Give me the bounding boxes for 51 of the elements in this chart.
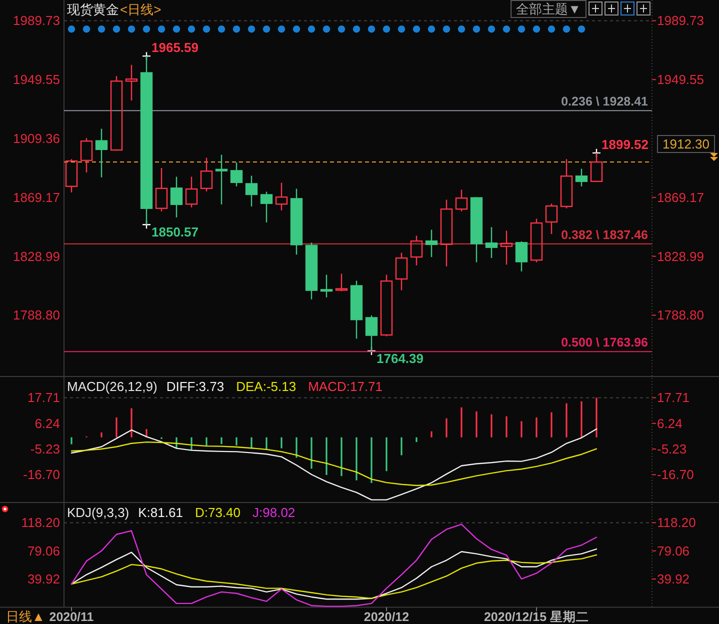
- text: DEA:-5.13: [236, 379, 296, 394]
- y2-tick-label: 1989.73: [657, 13, 704, 28]
- line-series: [70, 428, 598, 500]
- ref-line-label: 0.236 \ 1928.41: [561, 94, 648, 109]
- y2-tick-label: 17.71: [657, 390, 690, 406]
- annotation: 1850.57: [152, 224, 198, 240]
- chart-subtitle: <日线>: [120, 2, 162, 17]
- y-tick-label: 118.20: [21, 515, 60, 530]
- annotation: 1764.39: [376, 350, 424, 366]
- text: D:73.40: [194, 505, 241, 520]
- ref-line-label: 0.382 \ 1837.46: [561, 228, 648, 242]
- y-tick-label: 79.06: [27, 543, 60, 558]
- y2-tick-label: -5.23: [657, 442, 687, 457]
- text: K:81.61: [138, 505, 183, 520]
- ref-line-label: 0.500 \ 1763.96: [561, 336, 648, 350]
- line-series: [70, 441, 598, 486]
- text: 日线▲: [6, 609, 45, 624]
- text: J:98.02: [252, 505, 296, 520]
- y2-tick-label: 118.20: [657, 515, 696, 530]
- text: 全部主题▼: [516, 2, 581, 16]
- annotation: 1899.52: [602, 136, 648, 152]
- y-tick-label: 17.71: [27, 390, 60, 406]
- y-tick-label: -16.70: [23, 467, 60, 482]
- y-tick-label: 1869.17: [13, 190, 60, 205]
- text: DIFF:3.73: [166, 379, 224, 394]
- y-tick-label: 1909.36: [13, 130, 60, 146]
- line-series: [70, 524, 598, 607]
- y-tick-label: 1989.73: [13, 13, 60, 28]
- y2-tick-label: 39.92: [657, 572, 690, 587]
- y-tick-label: -5.23: [30, 442, 60, 457]
- chart-title: 现货黄金: [67, 2, 119, 17]
- y2-tick-label: 1949.55: [657, 72, 704, 88]
- y-tick-label: 1949.55: [13, 72, 60, 88]
- y2-tick-label: 1788.80: [657, 308, 704, 323]
- x-tick-label: 2020/12: [364, 610, 410, 624]
- y-tick-label: 39.92: [27, 572, 60, 587]
- text: 1912.30: [662, 136, 710, 152]
- y-tick-label: 6.24: [34, 416, 60, 431]
- y2-tick-label: 1828.99: [657, 248, 704, 264]
- y2-tick-label: 1869.17: [657, 190, 704, 205]
- x-tick-label: 2020/11: [49, 610, 94, 624]
- y2-tick-label: 6.24: [657, 416, 682, 431]
- y2-tick-label: 79.06: [657, 543, 690, 558]
- chart-title: MACD(26,12,9): [67, 379, 158, 394]
- chart-title: KDJ(9,3,3): [67, 505, 130, 520]
- y2-tick-label: -16.70: [657, 467, 694, 482]
- text: MACD:17.71: [308, 379, 383, 394]
- y-tick-label: 1788.80: [13, 308, 60, 323]
- x-tick-label: 2020/12/15 星期二: [484, 610, 590, 624]
- y-tick-label: 1828.99: [13, 248, 60, 264]
- annotation: 1965.59: [152, 40, 198, 56]
